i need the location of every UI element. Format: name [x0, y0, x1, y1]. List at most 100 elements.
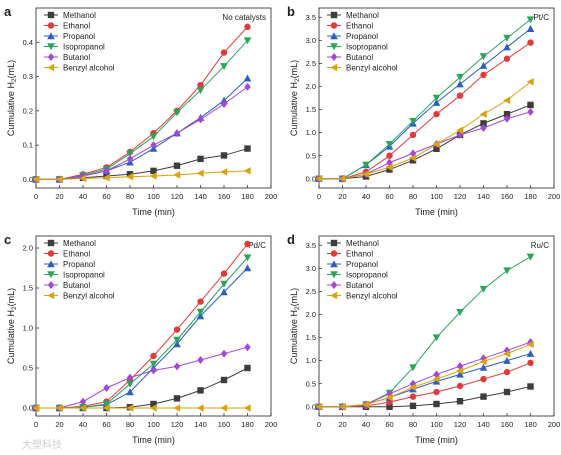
- x-tick-label: 160: [218, 192, 231, 201]
- data-point: [432, 94, 441, 102]
- legend-label: Methanol: [63, 239, 96, 248]
- x-tick-label: 200: [265, 192, 278, 201]
- data-point: [338, 402, 346, 411]
- legend-label: Methanol: [63, 11, 96, 20]
- data-point: [103, 166, 110, 175]
- data-point: [220, 404, 228, 412]
- y-tick-label: 1.0: [306, 356, 316, 365]
- legend-marker: [47, 281, 55, 289]
- data-point: [503, 267, 511, 275]
- data-point: [432, 140, 440, 148]
- data-point: [220, 349, 228, 358]
- x-tick-label: 120: [171, 420, 184, 429]
- series-line: [36, 148, 248, 180]
- series-line: [36, 170, 248, 180]
- y-tick-label: 3.5: [306, 13, 316, 22]
- data-point: [243, 264, 252, 272]
- x-tick-label: 20: [338, 192, 346, 201]
- data-point: [173, 162, 181, 169]
- condition-label: No catalysts: [222, 13, 266, 22]
- y-tick-label: 0.0: [23, 175, 33, 184]
- legend-marker: [330, 32, 338, 40]
- data-point: [55, 404, 63, 412]
- data-point: [480, 375, 487, 383]
- data-point: [220, 270, 228, 277]
- x-tick-label: 160: [218, 420, 231, 429]
- x-tick-label: 140: [194, 192, 207, 201]
- data-point: [456, 308, 464, 316]
- series-line: [36, 77, 248, 180]
- data-point: [338, 174, 346, 183]
- legend-marker: [330, 11, 338, 19]
- series-benzyl-alcohol: [315, 78, 534, 183]
- data-point: [409, 402, 417, 410]
- y-tick-label: 3.0: [306, 264, 316, 273]
- data-point: [173, 404, 181, 412]
- data-point: [173, 109, 181, 117]
- data-point: [409, 131, 417, 139]
- chart-panel-d: 0 20 40 60 80 100 120 140 160 180 200 0.0 0.5 1.0 1.5 2…: [287, 232, 560, 445]
- data-point: [102, 404, 110, 412]
- x-tick-label: 200: [548, 420, 561, 429]
- legend-marker: [47, 63, 55, 72]
- series-benzyl-alcohol: [315, 340, 534, 411]
- y-tick-label: 0.1: [23, 141, 33, 150]
- x-tick-label: 100: [430, 420, 443, 429]
- y-tick-label: 0.2: [23, 106, 33, 115]
- data-point: [244, 364, 251, 372]
- data-point: [409, 383, 417, 392]
- x-tick-label: 180: [524, 192, 537, 201]
- y-axis-title: Cumulative H2(mL): [6, 288, 18, 364]
- data-point: [197, 356, 204, 364]
- x-tick-label: 160: [501, 192, 514, 201]
- data-point: [432, 334, 441, 342]
- legend-marker: [330, 239, 338, 247]
- data-point: [479, 61, 488, 69]
- x-tick-label: 140: [194, 420, 207, 429]
- data-point: [456, 382, 464, 390]
- data-point: [526, 16, 535, 24]
- y-axis-title: Cumulative H2(mL): [289, 60, 301, 136]
- x-tick-label: 40: [79, 420, 87, 429]
- data-point: [456, 92, 464, 99]
- legend-label: Propanol: [346, 260, 378, 269]
- legend-label: Ethanol: [346, 249, 373, 258]
- legend-marker: [330, 291, 338, 300]
- x-tick-label: 80: [126, 192, 134, 201]
- data-point: [244, 240, 251, 248]
- data-point: [479, 363, 488, 371]
- x-tick-label: 100: [147, 192, 160, 201]
- y-tick-label: 2.5: [306, 287, 316, 296]
- data-point: [526, 24, 535, 32]
- series-line: [319, 81, 531, 180]
- data-point: [456, 74, 464, 82]
- data-point: [126, 171, 134, 178]
- legend-marker: [330, 22, 338, 29]
- x-tick-label: 140: [477, 192, 490, 201]
- data-point: [126, 380, 134, 388]
- legend-marker: [330, 250, 338, 257]
- data-point: [196, 87, 205, 95]
- x-tick-label: 180: [241, 192, 254, 201]
- series-butanol: [32, 82, 251, 184]
- series-line: [319, 42, 531, 180]
- panel-letter: a: [4, 4, 12, 19]
- series-benzyl-alcohol: [32, 167, 251, 184]
- y-tick-label: 0.3: [23, 72, 33, 81]
- x-axis-title: Time (min): [132, 435, 175, 445]
- data-point: [173, 362, 181, 371]
- legend-label: Methanol: [346, 11, 379, 20]
- data-point: [173, 129, 181, 138]
- legend-marker: [330, 53, 338, 61]
- data-point: [503, 346, 511, 355]
- data-point: [479, 285, 488, 293]
- legend-marker: [47, 53, 55, 61]
- data-point: [503, 43, 511, 51]
- x-tick-label: 100: [430, 192, 443, 201]
- y-tick-label: 2.0: [306, 82, 316, 91]
- legend-label: Propanol: [346, 32, 378, 41]
- y-tick-label: 0.5: [306, 379, 316, 388]
- data-point: [503, 34, 511, 42]
- data-point: [526, 253, 535, 261]
